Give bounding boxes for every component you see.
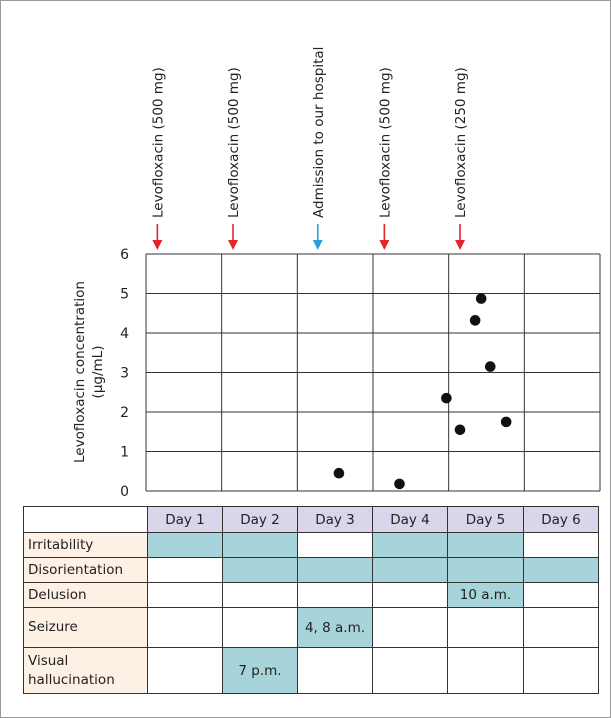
symptom-present-cell [297,557,373,583]
day-header-row: Day 1 Day 2 Day 3 Day 4 Day 5 Day 6 [23,506,599,533]
symptom-present-cell [147,532,223,558]
symptom-absent-cell [222,607,298,648]
data-point [475,293,487,304]
symptom-absent-cell [447,607,524,648]
y-tick-label: 4 [120,326,129,342]
symptom-absent-cell [523,647,599,694]
data-point [333,467,345,479]
y-tick-label: 5 [120,287,129,303]
symptom-label: Seizure [23,607,148,648]
y-tick-label: 2 [120,405,129,421]
symptom-label: Disorientation [23,557,148,583]
table-row: Delusion 10 a.m. [23,582,599,608]
annotation-label: Admission to our hospital [311,47,327,218]
symptom-absent-cell [297,647,373,694]
table-row: Visual hallucination 7 p.m. [23,647,599,694]
symptom-absent-cell [372,607,448,648]
symptom-absent-cell [147,607,223,648]
table-row: Disorientation [23,557,599,583]
day-header-4: Day 4 [372,506,448,533]
symptom-present-cell [447,532,524,558]
symptom-absent-cell [447,647,524,694]
symptom-label: Delusion [23,582,148,608]
symptom-absent-cell [523,582,599,608]
symptom-present-cell: 7 p.m. [222,647,298,694]
symptom-absent-cell [523,607,599,648]
data-point [394,478,405,490]
day-header-6: Day 6 [523,506,599,533]
data-point [469,315,481,326]
data-point [441,392,452,404]
table-row: Seizure 4, 8 a.m. [23,607,599,648]
annotation-arrow-head [379,240,390,250]
data-point [454,424,466,436]
day-header-2: Day 2 [222,506,298,533]
y-axis-label: Levofloxacin concentration (µg/mL) [72,281,106,463]
y-tick-label: 1 [120,445,129,461]
table-row: Irritability [23,532,599,558]
symptom-label: Visual hallucination [23,647,148,694]
y-tick-label: 0 [120,484,129,500]
dose-annotations: Levofloxacin (500 mg) Levofloxacin (500 m… [150,47,469,250]
symptom-present-cell [372,532,448,558]
symptom-present-cell [222,532,298,558]
annotation-arrow-head [152,240,163,250]
symptom-absent-cell [147,582,223,608]
symptom-absent-cell [372,647,448,694]
day-header-1: Day 1 [147,506,223,533]
annotation-label: Levofloxacin (250 mg) [453,67,469,218]
symptom-absent-cell [147,557,223,583]
annotation-arrow-head [312,240,323,250]
symptom-table: Day 1 Day 2 Day 3 Day 4 Day 5 Day 6 Irritabili… [23,506,599,694]
y-tick-labels: 0 1 2 3 4 5 6 [120,247,129,500]
data-point [484,361,496,372]
symptom-absent-cell [222,582,298,608]
annotation-label: Levofloxacin (500 mg) [150,67,166,218]
annotation-arrow-head [228,240,239,250]
symptom-present-cell: 4, 8 a.m. [297,607,373,648]
day-header-3: Day 3 [297,506,373,533]
y-tick-label: 6 [120,247,129,263]
symptom-absent-cell [297,582,373,608]
table-corner [23,506,148,533]
day-header-5: Day 5 [447,506,524,533]
chart-grid [145,253,601,492]
symptom-absent-cell [297,532,373,558]
symptom-label: Irritability [23,532,148,558]
symptom-present-cell [447,557,524,583]
data-points [333,293,512,490]
symptom-absent-cell [372,582,448,608]
symptom-present-cell [523,557,599,583]
y-tick-label: 3 [120,366,129,382]
annotation-label: Levofloxacin (500 mg) [377,67,393,218]
symptom-present-cell [372,557,448,583]
symptom-present-cell [222,557,298,583]
symptom-absent-cell [523,532,599,558]
annotation-arrow-head [455,240,466,250]
symptom-present-cell: 10 a.m. [447,582,524,608]
annotation-label: Levofloxacin (500 mg) [226,67,242,218]
symptom-absent-cell [147,647,223,694]
data-point [500,416,512,428]
